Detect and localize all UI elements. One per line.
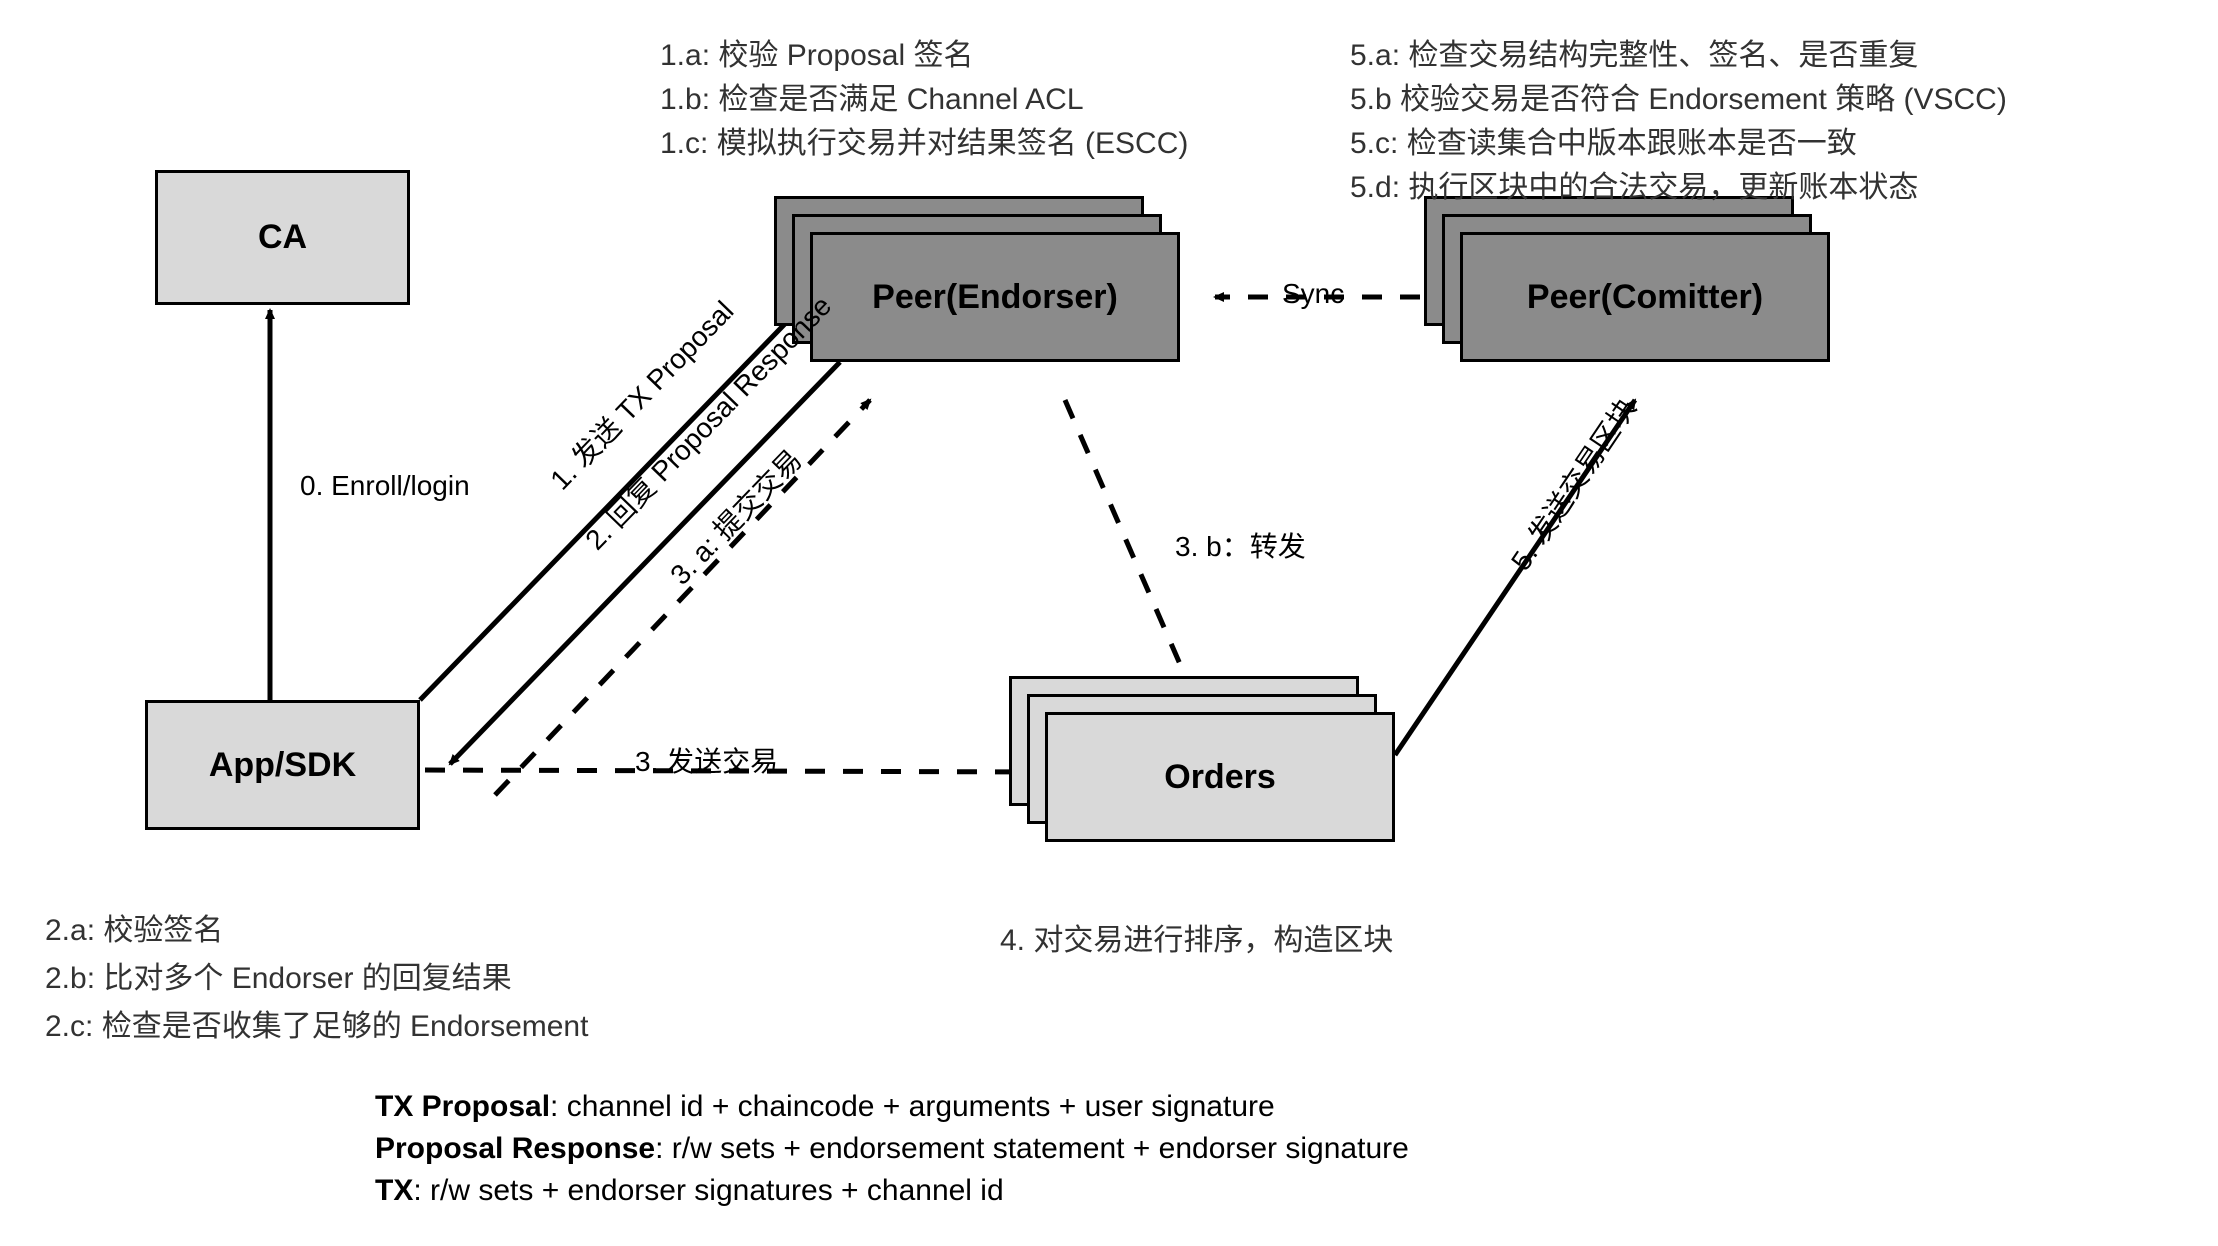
node-endorser: Peer(Endorser): [810, 232, 1180, 362]
anno-bottom-left-0: 2.a: 校验签名: [45, 905, 223, 949]
edge-label-e0: 0. Enroll/login: [300, 470, 470, 502]
anno-top-left-0: 1.a: 校验 Proposal 签名: [660, 30, 973, 74]
node-committer: Peer(Comitter): [1460, 232, 1830, 362]
node-label: Peer(Comitter): [1527, 278, 1763, 317]
node-label: Peer(Endorser): [872, 278, 1118, 317]
node-label: CA: [258, 218, 307, 257]
node-orders: Orders: [1045, 712, 1395, 842]
node-label: App/SDK: [209, 746, 356, 785]
legend-def: : r/w sets + endorsement statement + end…: [655, 1132, 1409, 1165]
legend-row-2: TX: r/w sets + endorser signatures + cha…: [375, 1174, 1004, 1208]
diagram-stage: CA App/SDK Peer(Endorser) Peer(Comitter) Ord…: [0, 0, 2218, 1246]
legend-def: : channel id + chaincode + arguments + u…: [550, 1090, 1275, 1123]
node-app: App/SDK: [145, 700, 420, 830]
anno-top-left-2: 1.c: 模拟执行交易并对结果签名 (ESCC): [660, 118, 1188, 162]
legend-def: : r/w sets + endorser signatures + chann…: [413, 1174, 1003, 1207]
legend-row-1: Proposal Response: r/w sets + endorsemen…: [375, 1132, 1409, 1166]
edge-label-e3: 3. 发送交易: [635, 740, 778, 780]
anno-bottom-left-2: 2.c: 检查是否收集了足够的 Endorsement: [45, 1001, 588, 1045]
legend-term: TX: [375, 1174, 413, 1207]
anno-bottom-left-1: 2.b: 比对多个 Endorser 的回复结果: [45, 953, 512, 997]
anno-top-left-1: 1.b: 检查是否满足 Channel ACL: [660, 74, 1084, 118]
anno-top-right-0: 5.a: 检查交易结构完整性、签名、是否重复: [1350, 30, 1918, 74]
anno-top-right-2: 5.c: 检查读集合中版本跟账本是否一致: [1350, 118, 1857, 162]
node-ca: CA: [155, 170, 410, 305]
edge-e2: [450, 362, 840, 764]
edge-label-e3b: 3. b：转发: [1175, 525, 1306, 565]
edge-label-sy: Sync: [1282, 278, 1344, 310]
anno-orders-below: 4. 对交易进行排序，构造区块: [1000, 915, 1393, 959]
legend-row-0: TX Proposal: channel id + chaincode + ar…: [375, 1090, 1275, 1124]
legend-term: TX Proposal: [375, 1090, 550, 1123]
legend-term: Proposal Response: [375, 1132, 655, 1165]
anno-top-right-1: 5.b 校验交易是否符合 Endorsement 策略 (VSCC): [1350, 74, 2007, 118]
anno-top-right-3: 5.d: 执行区块中的合法交易，更新账本状态: [1350, 162, 1918, 206]
node-label: Orders: [1164, 758, 1276, 797]
